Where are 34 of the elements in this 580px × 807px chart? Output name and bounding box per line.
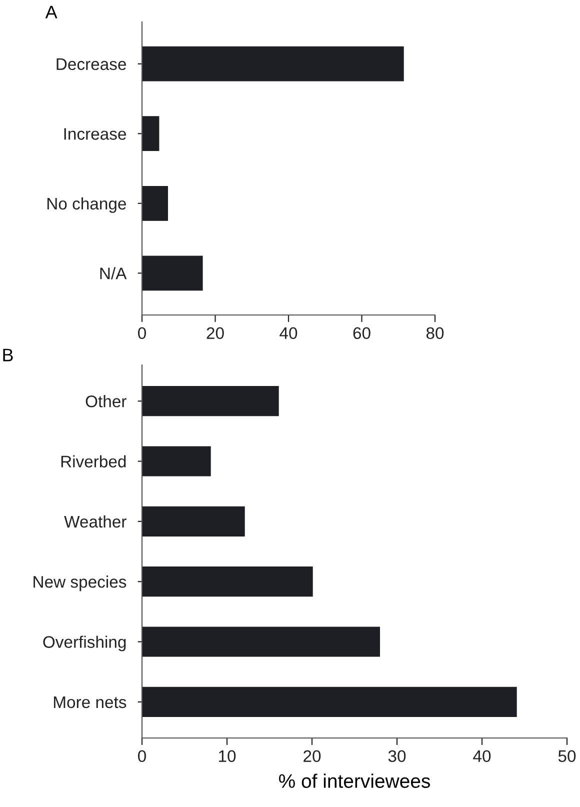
x-tick-label: 40 (473, 750, 491, 762)
bar (142, 256, 203, 291)
x-tick-label: 60 (353, 327, 370, 340)
x-tick-label: 80 (426, 327, 444, 340)
bar (142, 506, 245, 536)
x-tick-label: 0 (138, 750, 146, 762)
bar (142, 686, 517, 717)
x-tick-label: 30 (388, 750, 406, 762)
x-tick-label: 50 (558, 750, 576, 762)
bar (142, 386, 279, 416)
y-tick-label: More nets (54, 696, 126, 708)
chart-title: A (45, 6, 58, 18)
y-tick-label: N/A (100, 267, 127, 280)
bar (142, 446, 211, 476)
x-axis-title: % of interviewees (279, 774, 430, 788)
bar (142, 46, 404, 82)
x-tick-label: 20 (304, 750, 321, 762)
y-tick-label: No change (47, 197, 126, 213)
y-tick-label: Overfishing (43, 636, 126, 652)
bar (142, 566, 313, 597)
y-tick-label: Decrease (56, 58, 126, 70)
y-tick-label: New species (34, 576, 126, 592)
x-tick-label: 0 (138, 327, 146, 340)
y-tick-label: Increase (64, 128, 126, 140)
x-tick-label: 20 (206, 327, 224, 340)
chart-title: B (3, 348, 13, 362)
y-tick-label: Weather (64, 515, 126, 528)
x-tick-label: 40 (280, 327, 298, 340)
y-tick-label: Other (86, 395, 126, 408)
y-tick-label: Riverbed (61, 455, 126, 468)
bar (142, 626, 380, 657)
x-tick-label: 10 (219, 750, 236, 762)
bar (142, 186, 168, 221)
bar (142, 116, 160, 152)
